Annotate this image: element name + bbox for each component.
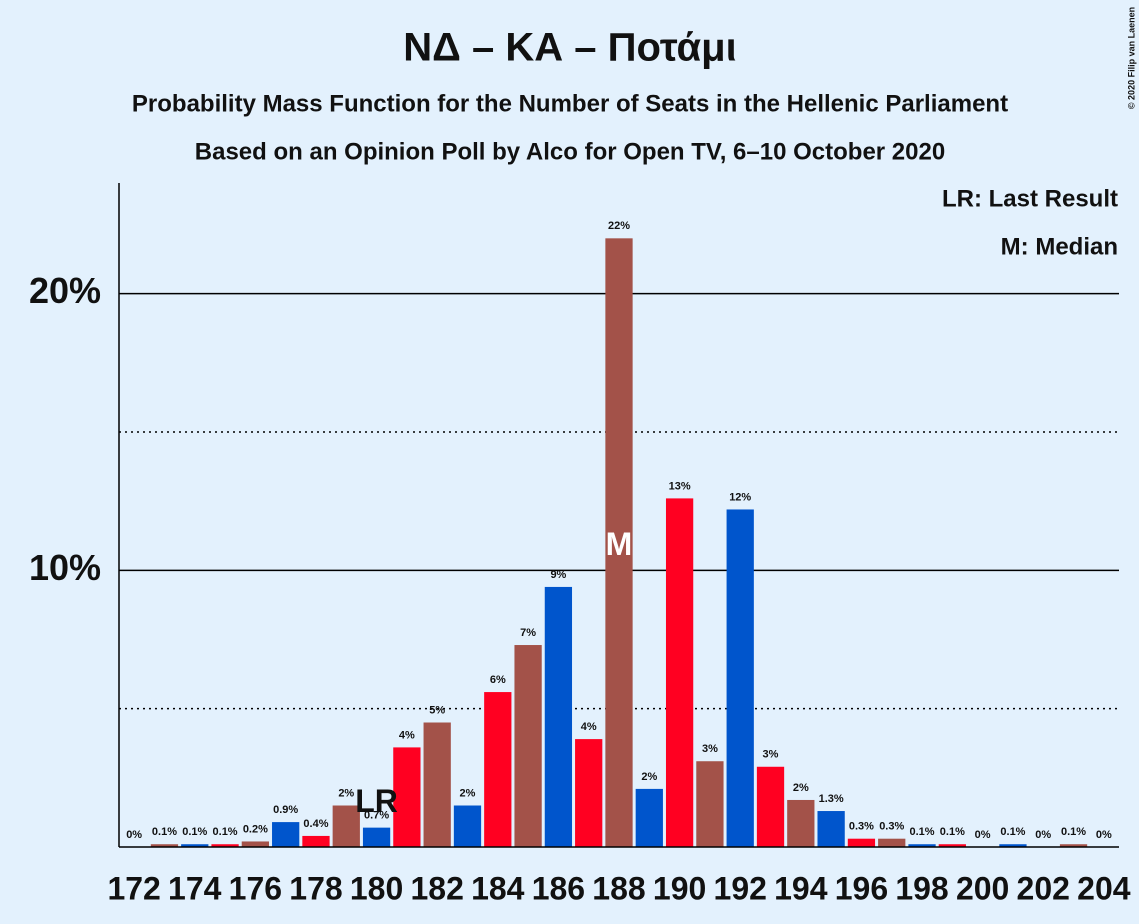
bar [332, 805, 360, 847]
chart-title: ΝΔ – ΚΑ – Ποτάμι [403, 26, 736, 70]
x-tick-label: 190 [653, 870, 706, 906]
bar [605, 238, 633, 848]
bar [756, 766, 785, 847]
value-label: 2% [460, 787, 476, 799]
value-label: 4% [581, 721, 597, 733]
x-tick-label: 176 [229, 870, 282, 906]
median-marker: M [606, 526, 633, 562]
x-tick-label: 204 [1077, 870, 1131, 906]
x-tick-label: 200 [956, 870, 1009, 906]
x-tick-label: 172 [107, 870, 160, 906]
value-label: 2% [793, 782, 809, 794]
x-tick-label: 180 [350, 870, 403, 906]
x-tick-label: 194 [774, 870, 828, 906]
x-tick-label: 198 [895, 870, 948, 906]
bar [1059, 844, 1088, 847]
y-tick-label: 10% [29, 547, 101, 588]
value-label: 3% [702, 743, 718, 755]
bar [696, 761, 724, 847]
bar [362, 827, 391, 847]
value-label: 0.3% [879, 821, 904, 833]
value-label: 5% [429, 704, 445, 716]
bar [999, 844, 1027, 847]
x-tick-label: 178 [289, 870, 342, 906]
value-label: 0.1% [1061, 826, 1086, 838]
x-tick-label: 182 [410, 870, 463, 906]
last-result-marker: LR [355, 783, 398, 819]
value-label: 13% [669, 480, 691, 492]
value-label: 2% [338, 787, 354, 799]
legend-entry: LR: Last Result [942, 185, 1118, 212]
bar [453, 805, 482, 847]
bar [908, 844, 936, 847]
value-label: 6% [490, 674, 506, 686]
x-tick-label: 202 [1017, 870, 1070, 906]
bar [847, 838, 876, 847]
chart-subtitle: Based on an Opinion Poll by Alco for Ope… [195, 138, 945, 165]
bar [575, 739, 603, 847]
value-label: 0.1% [182, 826, 207, 838]
value-label: 3% [763, 749, 779, 761]
bar [817, 811, 845, 847]
bar [241, 841, 269, 847]
bar [544, 586, 573, 847]
value-label: 4% [399, 729, 415, 741]
value-label: 0% [126, 829, 142, 841]
copyright: © 2020 Filip van Laenen [1126, 7, 1136, 109]
value-label: 0.3% [849, 821, 874, 833]
value-label: 0% [1035, 829, 1051, 841]
bar [484, 692, 512, 847]
value-label: 0.1% [213, 826, 238, 838]
bar [423, 722, 451, 847]
x-tick-label: 174 [168, 870, 222, 906]
bar [635, 788, 663, 847]
x-tick-label: 184 [471, 870, 525, 906]
value-label: 0.1% [909, 826, 934, 838]
value-label: 0.1% [940, 826, 965, 838]
bar [272, 822, 300, 847]
value-label: 0.2% [243, 823, 268, 835]
value-label: 9% [550, 569, 566, 581]
value-label: 22% [608, 220, 630, 232]
bar [938, 844, 966, 847]
bar [150, 844, 179, 847]
x-tick-label: 196 [835, 870, 888, 906]
bar [878, 838, 906, 847]
value-label: 0% [1096, 829, 1112, 841]
value-label: 0.7% [364, 810, 389, 822]
value-label: 0.1% [1000, 826, 1025, 838]
bar [787, 799, 815, 847]
bar [302, 835, 330, 847]
y-tick-label: 20% [29, 270, 101, 311]
bar [726, 509, 754, 847]
bar [181, 844, 209, 847]
legend-entry: M: Median [1001, 233, 1118, 260]
bar [211, 844, 239, 847]
bar [514, 645, 542, 847]
value-label: 1.3% [819, 793, 844, 805]
value-label: 12% [729, 491, 751, 503]
value-label: 0.1% [152, 826, 177, 838]
value-label: 0% [975, 829, 991, 841]
bar [393, 747, 421, 847]
x-tick-label: 186 [532, 870, 585, 906]
value-label: 2% [641, 771, 657, 783]
x-tick-label: 192 [714, 870, 767, 906]
chart-subtitle: Probability Mass Function for the Number… [132, 90, 1008, 117]
value-label: 7% [520, 627, 536, 639]
bar [665, 498, 694, 847]
x-tick-label: 188 [592, 870, 645, 906]
value-label: 0.4% [303, 818, 328, 830]
value-label: 0.9% [273, 804, 298, 816]
